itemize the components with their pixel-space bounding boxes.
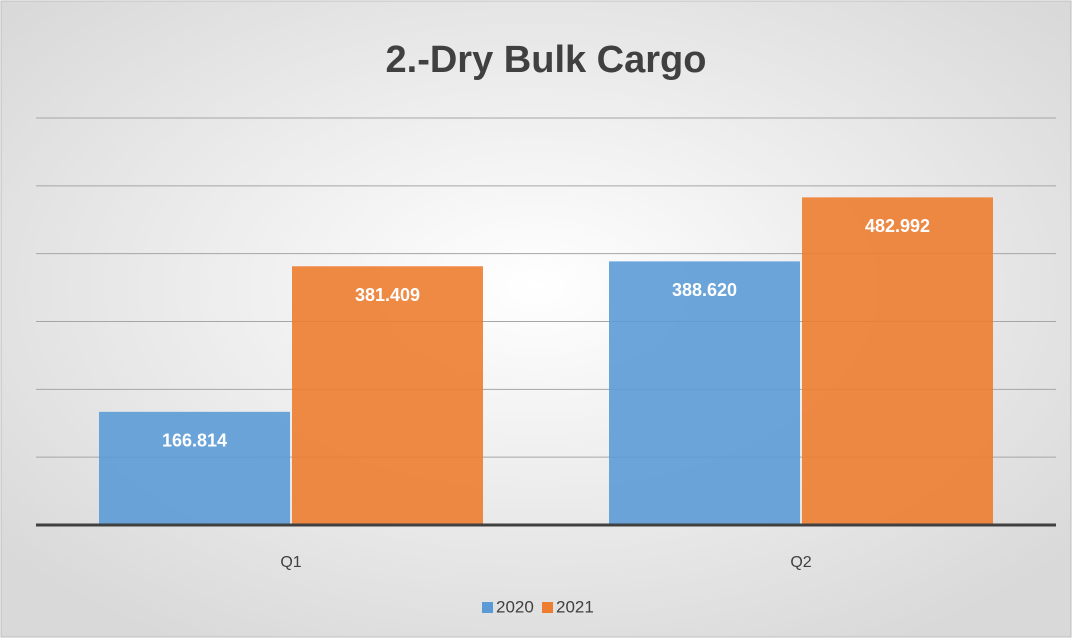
bar xyxy=(609,261,800,525)
data-label: 166.814 xyxy=(162,431,227,451)
chart-title: 2.-Dry Bulk Cargo xyxy=(386,39,707,81)
legend-label: 2020 xyxy=(496,597,534,616)
bar xyxy=(99,411,290,525)
legend-label: 2021 xyxy=(556,597,594,616)
x-tick-label: Q1 xyxy=(280,554,301,571)
x-tick-label: Q2 xyxy=(790,554,811,571)
legend-swatch xyxy=(542,602,553,613)
data-label: 482.992 xyxy=(865,216,930,236)
data-label: 381.409 xyxy=(355,285,420,305)
legend-swatch xyxy=(482,602,493,613)
bar xyxy=(292,266,483,525)
data-label: 388.620 xyxy=(672,280,737,300)
bar xyxy=(802,197,993,525)
